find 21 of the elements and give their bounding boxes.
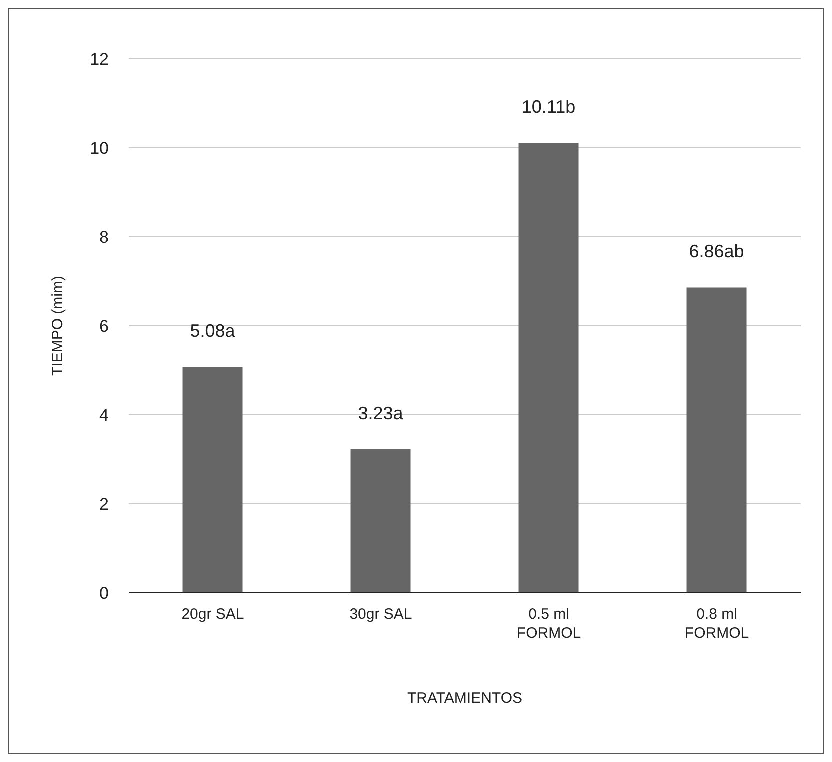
data-label: 10.11b xyxy=(522,97,576,118)
y-axis-title: TIEMPO (mim) xyxy=(49,276,66,376)
y-tick-label: 0 xyxy=(100,584,109,604)
x-tick-label: 0.5 ml FORMOL xyxy=(516,606,582,642)
x-axis-title: TRATAMIENTOS xyxy=(407,690,523,707)
data-label: 5.08a xyxy=(190,320,236,341)
data-label: 3.23a xyxy=(358,403,404,424)
data-label: 6.86ab xyxy=(689,242,744,262)
y-tick-label: 12 xyxy=(90,50,109,70)
y-tick-label: 6 xyxy=(100,317,109,336)
y-tick-label: 4 xyxy=(100,406,109,426)
x-tick-label: 0.8 ml FORMOL xyxy=(684,606,750,642)
bar xyxy=(182,366,243,593)
x-tick-label: 20gr SAL xyxy=(182,606,244,623)
y-tick-label: 2 xyxy=(100,495,109,514)
y-tick-label: 10 xyxy=(90,139,109,158)
bar xyxy=(686,288,747,593)
bar xyxy=(518,143,579,593)
x-tick-label: 30gr SAL xyxy=(350,606,412,623)
y-tick-label: 8 xyxy=(100,228,109,248)
bar xyxy=(350,449,411,593)
